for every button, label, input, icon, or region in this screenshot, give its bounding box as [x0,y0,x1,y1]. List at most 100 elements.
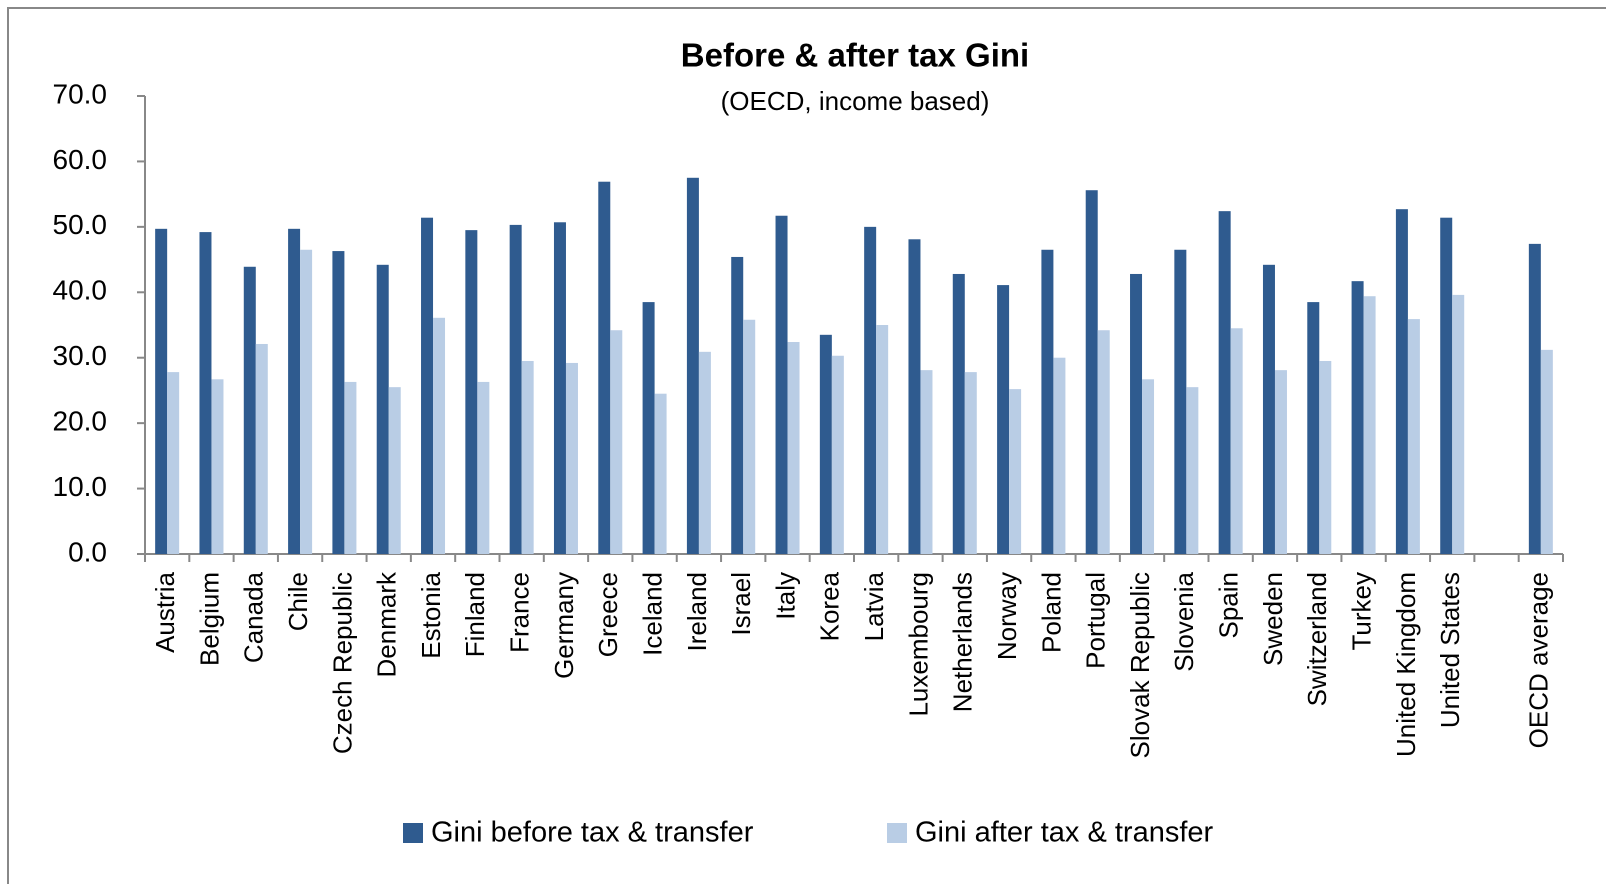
bar [300,249,313,554]
x-tick-label: Finland [460,572,490,657]
bar [997,285,1010,554]
x-tick-label: Iceland [637,572,667,656]
y-tick-label: 70.0 [53,78,108,109]
bar [819,334,832,554]
x-tick-label: Ireland [682,572,712,652]
x-tick-label: Latvia [859,571,889,641]
x-tick-label: Italy [770,572,800,620]
x-tick-label: Estonia [416,571,446,658]
x-tick-label: United States [1435,572,1465,728]
bar [1395,209,1408,555]
bar [1053,357,1066,554]
legend-label: Gini after tax & transfer [915,817,1214,849]
bar [167,372,180,554]
x-tick-label: Turkey [1346,572,1376,651]
bar [565,362,578,554]
x-tick-label: Belgium [194,572,224,666]
bar [864,226,877,554]
bar [610,330,623,554]
bar [465,230,478,554]
bar [1262,264,1275,554]
bar [376,264,389,554]
bar [1009,389,1022,554]
bar [421,217,434,554]
x-tick-label: Luxembourg [903,572,933,717]
y-tick-label: 0.0 [68,536,107,567]
bar [1363,296,1376,554]
bar [553,222,566,554]
chart-subtitle: (OECD, income based) [721,86,990,116]
x-tick-label: Greece [593,572,623,657]
bar [477,381,490,554]
bar [199,232,212,554]
bar [509,224,522,554]
bar [1174,249,1187,554]
bar [211,379,224,554]
bar [1319,360,1332,554]
x-tick-label: Spain [1214,572,1244,639]
bar [1452,294,1465,554]
bar [598,181,611,554]
bar [876,325,889,554]
bar [243,266,256,554]
bar [1440,217,1453,554]
x-tick-label: Israel [726,572,756,636]
bar [344,381,357,554]
x-tick-label: Switzerland [1302,572,1332,706]
y-tick-label: 60.0 [53,144,108,175]
y-tick-label: 50.0 [53,209,108,240]
bar [908,239,921,554]
x-tick-label: Portugal [1081,572,1111,669]
bar [332,251,345,554]
y-tick-label: 30.0 [53,340,108,371]
x-tick-label: Denmark [372,571,402,677]
bar [743,319,756,554]
y-tick-label: 20.0 [53,406,108,437]
bar [1540,349,1553,554]
bar [1085,190,1098,554]
x-tick-label: Poland [1036,572,1066,653]
legend-label: Gini before tax & transfer [431,817,754,849]
bar [521,360,534,554]
x-tick-label: Slovak Republic [1125,572,1155,758]
bar [255,343,268,554]
bar [433,317,446,554]
bar [920,370,933,554]
x-tick-label: Korea [815,571,845,641]
bar [1230,328,1243,554]
bar [1186,387,1199,554]
x-tick-label: Czech Republic [327,572,357,754]
bar [787,342,800,554]
bar [964,372,977,554]
bar [731,256,744,554]
bar [642,302,655,554]
legend-swatch [403,823,423,843]
bar [831,355,844,554]
bar [1097,330,1110,554]
bar [288,228,301,554]
bar [1528,243,1541,554]
y-tick-label: 10.0 [53,471,108,502]
bar [155,228,168,554]
bar [1307,302,1320,554]
bar [654,393,667,554]
x-tick-label: Austria [150,571,180,652]
bar [1130,273,1143,554]
x-tick-label: Canada [239,571,269,663]
chart-frame [7,7,1606,884]
x-tick-label: Sweden [1258,572,1288,666]
bar [1274,370,1287,554]
legend-swatch [887,823,907,843]
x-tick-label: Germany [549,572,579,679]
bar [388,387,401,554]
bar [1351,281,1364,554]
bar [1407,319,1420,554]
x-tick-label: OECD average [1524,572,1554,748]
x-tick-label: Slovenia [1169,571,1199,671]
y-tick-label: 40.0 [53,275,108,306]
x-tick-label: United Kingdom [1391,572,1421,757]
bar [775,215,788,554]
bar [686,177,699,555]
